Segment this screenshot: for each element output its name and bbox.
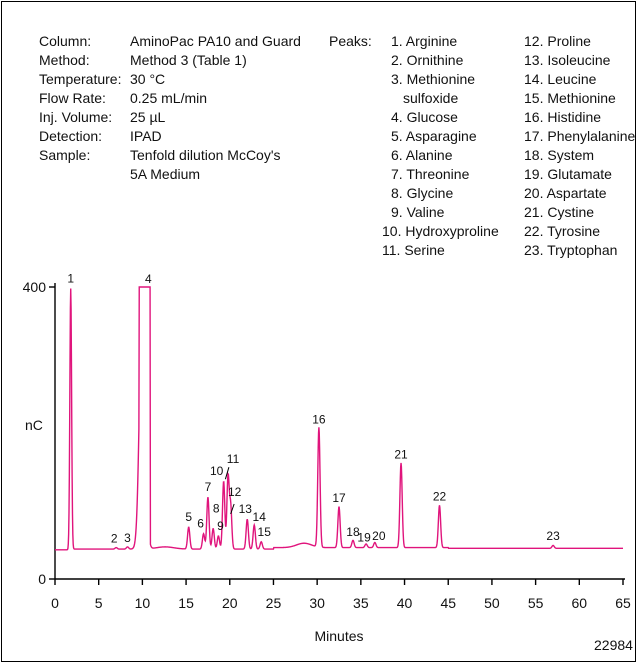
peaks-heading: Peaks: bbox=[329, 33, 372, 49]
figure-id: 22984 bbox=[594, 637, 633, 653]
peak-label: 1 bbox=[67, 271, 74, 285]
peak-legend-item: 8. Glycine bbox=[391, 185, 454, 201]
peak-legend-item: 10. Hydroxyproline bbox=[382, 223, 499, 239]
peak-legend-item: 5. Asparagine bbox=[391, 128, 477, 144]
peak-label: 20 bbox=[372, 529, 386, 543]
chromatogram-trace bbox=[55, 286, 623, 551]
x-tick-label: 20 bbox=[222, 595, 238, 611]
x-tick-label: 5 bbox=[95, 595, 103, 611]
peak-legend-item: 7. Threonine bbox=[391, 166, 470, 182]
x-tick-label: 50 bbox=[484, 595, 500, 611]
peak-legend-item: 15. Methionine bbox=[524, 90, 616, 106]
x-tick-label: 10 bbox=[135, 595, 151, 611]
condition-label: Column: bbox=[39, 33, 92, 49]
peak-label: 13 bbox=[239, 502, 253, 516]
x-tick-label: 35 bbox=[353, 595, 369, 611]
peak-marker-line bbox=[230, 503, 235, 515]
condition-label: Flow Rate: bbox=[39, 90, 106, 106]
peak-label: 7 bbox=[205, 480, 212, 494]
condition-value: 5A Medium bbox=[130, 166, 201, 182]
peak-legend-item: 9. Valine bbox=[391, 204, 445, 220]
peak-label: 17 bbox=[332, 491, 346, 505]
condition-value: Method 3 (Table 1) bbox=[130, 52, 247, 68]
peak-label: 4 bbox=[145, 272, 152, 286]
peak-legend-item: 2. Ornithine bbox=[391, 52, 464, 68]
peak-legend-item: 13. Isoleucine bbox=[524, 52, 611, 68]
peak-label: 3 bbox=[124, 531, 131, 545]
condition-label: Sample: bbox=[39, 147, 91, 163]
peak-marker-line bbox=[224, 467, 230, 480]
peak-label: 9 bbox=[217, 519, 224, 533]
peak-legend-item: 19. Glutamate bbox=[524, 166, 612, 182]
y-tick-label: 0 bbox=[38, 571, 46, 587]
condition-value: 0.25 mL/min bbox=[130, 90, 208, 106]
condition-label: Inj. Volume: bbox=[39, 109, 113, 125]
peak-legend-item: 21. Cystine bbox=[524, 204, 595, 220]
x-tick-label: 55 bbox=[528, 595, 544, 611]
peak-label: 21 bbox=[394, 447, 408, 461]
peak-legend-item: 4. Glucose bbox=[391, 109, 458, 125]
peak-legend-item: 3. Methionine bbox=[391, 71, 476, 87]
peak-label: 8 bbox=[213, 502, 220, 516]
x-tick-label: 45 bbox=[440, 595, 456, 611]
peak-label: 12 bbox=[228, 485, 242, 499]
x-tick-label: 30 bbox=[309, 595, 325, 611]
x-tick-label: 0 bbox=[51, 595, 59, 611]
peak-legend-item: 14. Leucine bbox=[524, 71, 597, 87]
y-axis-title: nC bbox=[25, 417, 43, 433]
x-tick-label: 15 bbox=[178, 595, 194, 611]
peak-label: 5 bbox=[185, 510, 192, 524]
peak-label: 18 bbox=[346, 525, 360, 539]
condition-value: 30 °C bbox=[130, 71, 166, 87]
x-tick-label: 60 bbox=[572, 595, 588, 611]
peak-legend-item: 22. Tyrosine bbox=[524, 223, 601, 239]
peak-label: 10 bbox=[210, 464, 224, 478]
peak-legend-item: 20. Aspartate bbox=[524, 185, 607, 201]
peak-legend-item: 17. Phenylalanine bbox=[524, 128, 636, 144]
x-tick-label: 40 bbox=[397, 595, 413, 611]
condition-value: 25 µL bbox=[130, 109, 166, 125]
peak-label: 16 bbox=[312, 412, 326, 426]
peak-label: 22 bbox=[433, 490, 447, 504]
peak-legend-item: 11. Serine bbox=[382, 242, 445, 258]
peak-legend-item: 12. Proline bbox=[524, 33, 591, 49]
condition-value: Tenfold dilution McCoy's bbox=[130, 147, 281, 163]
peak-label: 6 bbox=[197, 517, 204, 531]
condition-value: AminoPac PA10 and Guard bbox=[130, 33, 301, 49]
x-tick-label: 65 bbox=[615, 595, 631, 611]
y-tick-label: 400 bbox=[23, 279, 47, 295]
peak-label: 14 bbox=[253, 510, 267, 524]
peak-label: 2 bbox=[111, 532, 118, 546]
peak-legend-item: 18. System bbox=[524, 147, 595, 163]
x-tick-label: 25 bbox=[266, 595, 282, 611]
peak-label: 15 bbox=[258, 525, 272, 539]
peak-legend-item: sulfoxide bbox=[403, 90, 459, 106]
x-axis-title: Minutes bbox=[314, 628, 363, 644]
peak-legend-item: 6. Alanine bbox=[391, 147, 453, 163]
condition-label: Temperature: bbox=[39, 71, 122, 87]
peak-label: 23 bbox=[546, 529, 560, 543]
peak-legend-item: 23. Tryptophan bbox=[524, 242, 618, 258]
peak-label: 11 bbox=[227, 452, 240, 466]
condition-label: Detection: bbox=[39, 128, 103, 144]
condition-value: IPAD bbox=[130, 128, 162, 144]
peak-legend-item: 1. Arginine bbox=[391, 33, 458, 49]
peak-legend-item: 16. Histidine bbox=[524, 109, 602, 125]
condition-label: Method: bbox=[39, 52, 90, 68]
peak-label: 19 bbox=[357, 530, 371, 544]
